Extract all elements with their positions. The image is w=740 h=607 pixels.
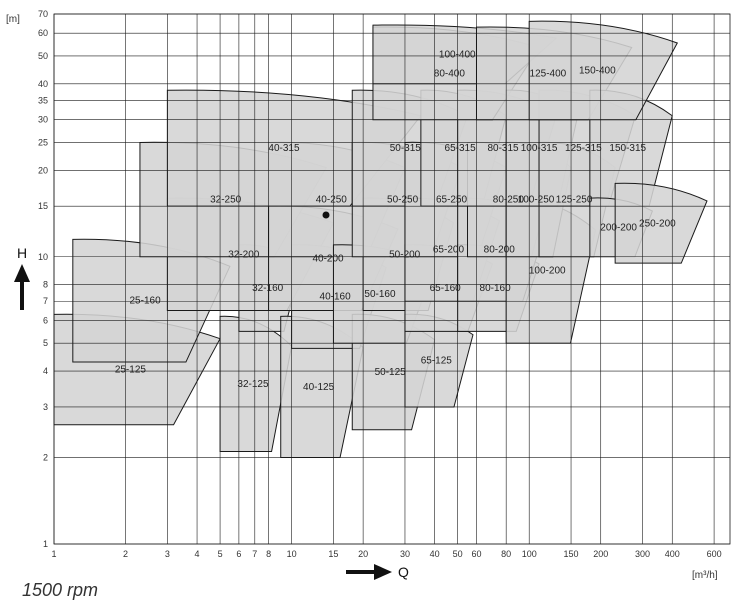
plot-frame	[53, 13, 731, 545]
x-tick-label: 30	[400, 549, 410, 559]
zone-label: 150-315	[609, 143, 646, 154]
y-tick-label: 4	[43, 366, 48, 376]
y-tick-label: 1	[43, 539, 48, 549]
zone-label: 100-400	[439, 49, 476, 60]
x-tick-label: 40	[430, 549, 440, 559]
zone-label: 100-315	[521, 143, 558, 154]
zone-label: 50-200	[389, 249, 421, 260]
x-tick-label: 10	[287, 549, 297, 559]
y-tick-label: 15	[38, 201, 48, 211]
zone-label: 65-160	[430, 283, 462, 294]
zone-label: 50-315	[390, 143, 422, 154]
rpm-caption: 1500 rpm	[22, 580, 99, 600]
y-tick-label: 2	[43, 453, 48, 463]
y-tick-label: 8	[43, 280, 48, 290]
x-tick-label: 7	[252, 549, 257, 559]
x-tick-label: 3	[165, 549, 170, 559]
zone-label: 50-250	[387, 195, 419, 206]
zone-label: 65-125	[421, 356, 453, 367]
x-tick-label: 600	[707, 549, 722, 559]
operating-point-marker	[322, 211, 330, 219]
zone-label: 40-160	[320, 292, 352, 303]
y-tick-label: 10	[38, 252, 48, 262]
zone-150-400	[528, 20, 679, 121]
x-tick-label: 20	[358, 549, 368, 559]
x-tick-label: 150	[564, 549, 579, 559]
zone-label: 150-400	[579, 66, 616, 77]
zone-label: 25-125	[115, 365, 147, 376]
zone-label: 125-315	[565, 143, 602, 154]
x-tick-label: 8	[266, 549, 271, 559]
x-tick-label: 50	[453, 549, 463, 559]
zone-label: 65-315	[445, 143, 477, 154]
zone-label: 32-250	[210, 195, 242, 206]
y-tick-label: 30	[38, 115, 48, 125]
y-tick-label: 70	[38, 9, 48, 19]
x-axis-name: Q	[398, 564, 409, 580]
x-tick-label: 1	[51, 549, 56, 559]
y-tick-label: 40	[38, 79, 48, 89]
zone-label: 200-200	[600, 222, 637, 233]
x-axis-unit: [m³/h]	[692, 570, 718, 581]
zone-label: 32-125	[237, 379, 269, 390]
zone-label: 80-400	[434, 68, 466, 79]
x-tick-label: 4	[195, 549, 200, 559]
zone-labels-layer: 25-125 25-160 32-125 32-160 32-200 32-250 40-1…	[115, 49, 676, 392]
zone-label: 40-125	[303, 382, 335, 393]
x-tick-label: 300	[635, 549, 650, 559]
zone-label: 50-125	[375, 367, 407, 378]
zone-label: 25-160	[130, 296, 162, 307]
y-tick-label: 6	[43, 315, 48, 325]
zone-label: 80-250	[493, 195, 525, 206]
x-tick-label: 400	[665, 549, 680, 559]
x-tick-label: 2	[123, 549, 128, 559]
zone-label: 125-250	[556, 195, 593, 206]
zone-label: 65-200	[433, 245, 465, 256]
zone-label: 125-400	[530, 68, 567, 79]
y-tick-label: 3	[43, 402, 48, 412]
zone-label: 80-160	[480, 283, 512, 294]
x-tick-label: 6	[236, 549, 241, 559]
x-axis-arrow-icon	[346, 564, 392, 580]
y-axis-unit: [m]	[6, 14, 20, 25]
x-tick-label: 100	[522, 549, 537, 559]
y-tick-label: 35	[38, 95, 48, 105]
grid-layer	[53, 13, 731, 545]
zone-label: 40-250	[316, 195, 348, 206]
x-tick-label: 80	[501, 549, 511, 559]
y-tick-label: 50	[38, 51, 48, 61]
x-tick-label: 60	[471, 549, 481, 559]
y-tick-label: 5	[43, 338, 48, 348]
x-tick-label: 5	[218, 549, 223, 559]
y-tick-label: 25	[38, 137, 48, 147]
zone-label: 50-160	[364, 289, 396, 300]
y-tick-label: 7	[43, 296, 48, 306]
zone-label: 80-315	[487, 143, 519, 154]
y-axis-name: H	[17, 245, 27, 261]
y-tick-label: 60	[38, 28, 48, 38]
zone-label: 32-160	[252, 283, 284, 294]
zone-label: 100-250	[518, 195, 555, 206]
ticks-layer: 1 2 3 4 5 6 7 8 10 15 20 30 40 50 60 80 100 150 200 300 400 6…	[38, 9, 722, 559]
zone-250-200	[614, 182, 708, 264]
zone-label: 32-200	[228, 249, 260, 260]
y-axis-arrow-icon	[14, 264, 30, 310]
x-tick-label: 15	[328, 549, 338, 559]
zones-layer	[53, 20, 708, 459]
zone-label: 40-200	[312, 253, 344, 264]
zone-label: 65-250	[436, 195, 468, 206]
zone-label: 250-200	[639, 218, 676, 229]
zone-label: 80-200	[484, 245, 516, 256]
zone-label: 100-200	[529, 266, 566, 277]
y-tick-label: 20	[38, 165, 48, 175]
zone-label: 40-315	[268, 143, 300, 154]
x-tick-label: 200	[593, 549, 608, 559]
